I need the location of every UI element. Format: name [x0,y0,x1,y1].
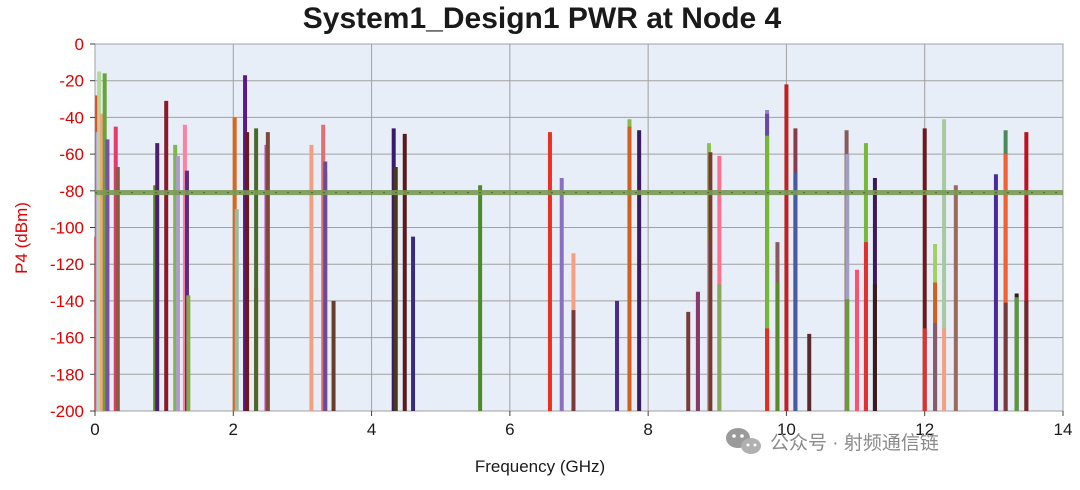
wechat-icon [726,428,761,454]
y-tick-label: -40 [59,108,84,127]
y-axis-ticks: 0 -20 -40 -60 -80 -100 -120 -140 -160 -180 -200 [50,35,95,421]
x-tick-label: 14 [1054,420,1073,439]
y-tick-label: -200 [50,402,84,421]
x-axis-label: Frequency (GHz) [475,457,605,476]
bars [94,71,1029,411]
x-axis-ticks: 0 2 4 6 8 10 12 14 [90,411,1072,439]
y-tick-label: -100 [50,219,84,238]
y-tick-label: 0 [75,35,84,54]
y-tick-label: -20 [59,72,84,91]
y-tick-label: -140 [50,292,84,311]
x-tick-label: 8 [643,420,652,439]
x-tick-label: 6 [505,420,514,439]
watermark-text: 公众号 · 射频通信链 [770,432,939,454]
y-tick-label: -160 [50,329,84,348]
x-tick-label: 0 [90,420,99,439]
y-tick-label: -80 [59,182,84,201]
y-tick-label: -120 [50,255,84,274]
chart-title: System1_Design1 PWR at Node 4 [303,2,782,35]
y-axis-label: P4 (dBm) [12,202,31,274]
watermark: 公众号 · 射频通信链 [726,428,939,454]
y-tick-label: -60 [59,145,84,164]
x-tick-label: 4 [367,420,376,439]
x-tick-label: 2 [229,420,238,439]
x-tick-label: 12 [915,420,934,439]
x-tick-label: 10 [777,420,796,439]
y-tick-label: -180 [50,365,84,384]
